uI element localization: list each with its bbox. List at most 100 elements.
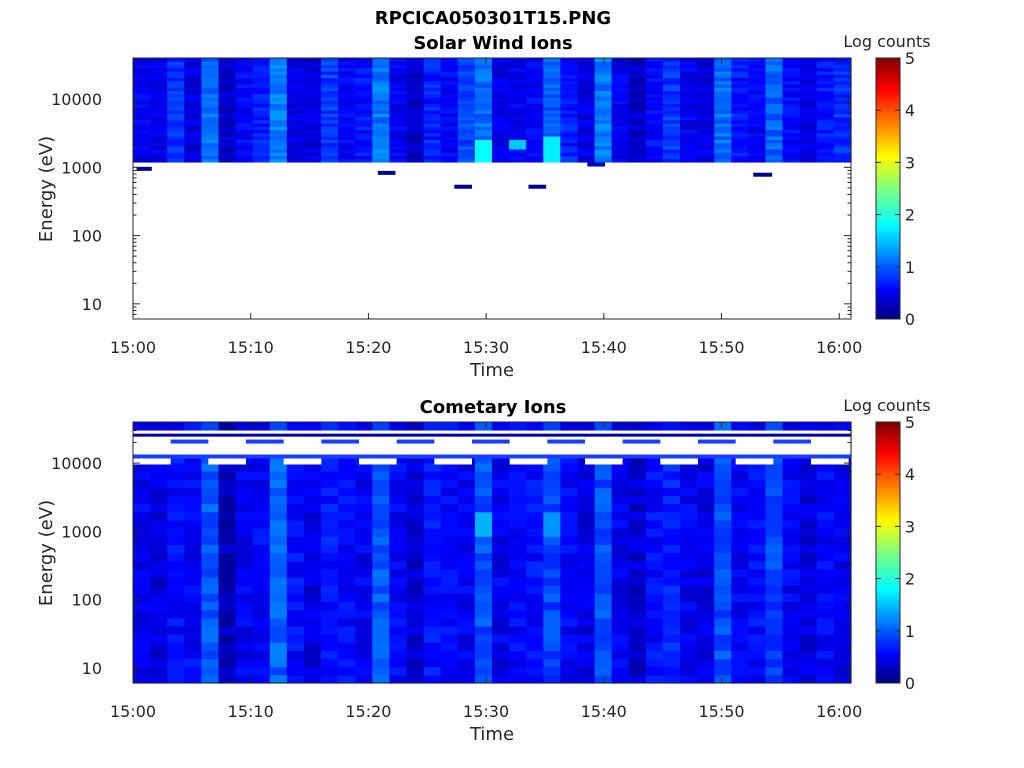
spectrogram-cell [645, 96, 664, 101]
spectrogram-cell [133, 650, 151, 660]
spectrogram-cell [372, 158, 391, 163]
spectrogram-cell [184, 93, 202, 98]
spectrogram-cell [628, 119, 647, 124]
spectrogram-cell [765, 155, 784, 160]
spectrogram-cell [833, 90, 852, 95]
spectrogram-cell [748, 96, 767, 101]
spectrogram-cell [714, 625, 732, 635]
spectrogram-cell [714, 609, 732, 619]
isolated-bin [377, 170, 396, 175]
spectrogram-cell [457, 113, 476, 118]
spectrogram-cell [594, 511, 613, 521]
spectrogram-cell [184, 113, 202, 118]
spectrogram-cell [150, 90, 168, 95]
spectrogram-cell [543, 617, 561, 627]
spectrogram-cell [355, 155, 373, 160]
spectrogram-cell [321, 576, 339, 586]
spectrogram-cell [440, 462, 459, 472]
spectrogram-cell [816, 503, 835, 513]
spectrogram-cell [150, 528, 168, 537]
spectrogram-cell [697, 93, 715, 98]
spectrogram-cell [150, 487, 168, 497]
spectrogram-cell [714, 568, 732, 578]
spectrogram-cell [799, 119, 818, 124]
spectrogram-cell [184, 148, 202, 153]
spectrogram-cell [457, 462, 476, 472]
spectrogram-cell [440, 139, 459, 144]
spectrogram-cell [543, 58, 561, 62]
spectrogram-cell [201, 103, 220, 108]
spectrogram-cell [662, 152, 681, 157]
spectrogram-cell [731, 80, 750, 85]
spectrogram-cell [662, 625, 681, 635]
spectrogram-cell [423, 634, 442, 643]
spectrogram-cell [492, 462, 510, 472]
spectrogram-cell [816, 544, 835, 554]
spectrogram-cell [799, 70, 818, 75]
spectrogram-cell [355, 109, 373, 114]
spectrogram-cell [474, 135, 493, 140]
spectrogram-cell [680, 568, 698, 578]
spectrogram-cell [252, 109, 271, 114]
spectrogram-cell [440, 100, 459, 105]
spectrogram-cell [423, 93, 442, 98]
spectrogram-cell [731, 666, 750, 676]
spectrogram-cell [748, 609, 767, 619]
spectrogram-cell [748, 64, 767, 69]
spectrogram-cell [509, 642, 527, 651]
spectrogram-cell [286, 585, 305, 594]
spectrogram-cell [509, 528, 527, 537]
spectrogram-cell [543, 109, 561, 114]
spectrogram-cell [423, 422, 442, 431]
spectrogram-cell [235, 109, 254, 114]
spectrogram-cell [201, 109, 220, 114]
spectrogram-cell [235, 135, 254, 140]
spectrogram-cell [560, 462, 579, 472]
spectrogram-cell [150, 74, 168, 79]
spectrogram-cell [338, 519, 356, 529]
spectrogram-cell [543, 155, 561, 160]
spectrogram-cell [748, 139, 767, 144]
spectrogram-cell [560, 495, 579, 505]
spectrogram-cell [560, 113, 579, 118]
spectrogram-cell [321, 495, 339, 505]
spectrogram-cell [423, 495, 442, 505]
spectrogram-cell [303, 560, 322, 570]
spectrogram-cell [731, 77, 750, 82]
spectrogram-cell [833, 528, 852, 537]
spectrogram-cell [372, 80, 391, 85]
spectrogram-cell [133, 528, 151, 537]
spectrogram-cell [543, 642, 561, 651]
spectrogram-cell [474, 119, 493, 124]
spectrogram-cell [782, 422, 801, 431]
spectrogram-cell [303, 148, 322, 153]
spectrogram-cell [338, 422, 356, 431]
spectrogram-cell [816, 132, 835, 137]
spectrogram-cell [150, 568, 168, 578]
spectrogram-cell [628, 129, 647, 134]
spectrogram-cell [269, 585, 288, 594]
spectrogram-cell [252, 536, 271, 545]
spectrogram-cell [474, 674, 493, 684]
spectrogram-cell [577, 87, 596, 92]
spectrogram-cell [628, 135, 647, 140]
spectrogram-cell [269, 634, 288, 643]
spectrogram-cell [526, 106, 544, 111]
spectrogram-cell [833, 64, 852, 69]
spectrogram-cell [474, 132, 493, 137]
spectrogram-cell [782, 658, 801, 668]
spectrogram-cell [680, 122, 698, 127]
panel-2-high-energy-pattern [133, 430, 851, 465]
spectrogram-cell [321, 609, 339, 619]
spectrogram-cell [765, 67, 784, 72]
spectrogram-cell [423, 576, 442, 586]
spectrogram-cell [218, 674, 237, 684]
spectrogram-cell [543, 70, 561, 75]
spectrogram-cell [235, 132, 254, 137]
spectrogram-cell [680, 601, 698, 611]
spectrogram-cell [645, 139, 664, 144]
spectrogram-cell [611, 139, 630, 144]
spectrogram-cell [509, 93, 527, 98]
spectrogram-cell [269, 674, 288, 684]
